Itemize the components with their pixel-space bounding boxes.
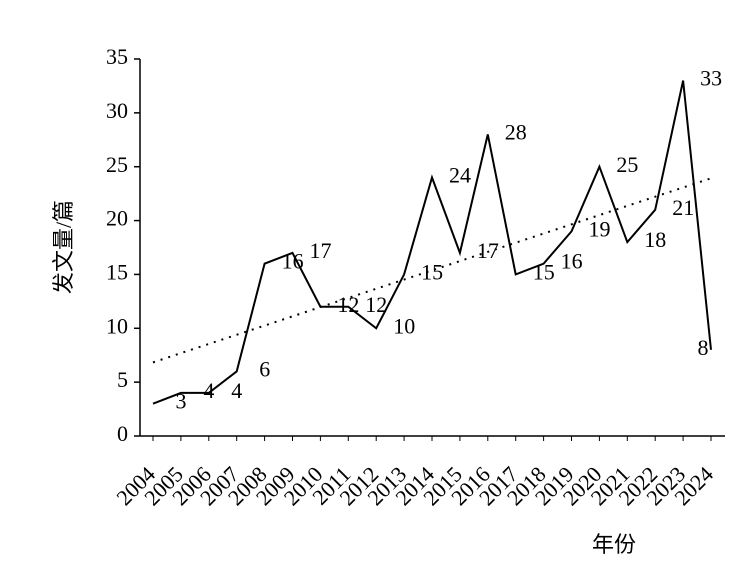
- y-tick-label: 35: [106, 44, 128, 69]
- y-tick-label: 25: [106, 152, 128, 177]
- data-line: [152, 80, 712, 405]
- data-label: 8: [698, 335, 709, 360]
- data-label: 6: [259, 356, 270, 381]
- y-tick-label: 5: [117, 367, 128, 392]
- data-label: 33: [700, 66, 722, 91]
- y-tick-label: 15: [106, 259, 128, 284]
- y-axis-label: 发文量/篇: [51, 200, 76, 294]
- data-label: 17: [310, 238, 332, 263]
- data-label: 4: [231, 378, 242, 403]
- data-label: 18: [644, 227, 666, 252]
- data-label: 16: [282, 249, 304, 274]
- data-label: 15: [421, 259, 443, 284]
- y-tick-label: 0: [117, 421, 128, 446]
- data-label: 17: [477, 238, 499, 263]
- data-label: 3: [176, 389, 187, 414]
- data-label: 25: [616, 152, 638, 177]
- data-label: 15: [533, 259, 555, 284]
- data-label: 16: [561, 249, 583, 274]
- y-tick-label: 20: [106, 206, 128, 231]
- data-label: 10: [393, 313, 415, 338]
- data-label: 12: [365, 292, 387, 317]
- data-label: 19: [589, 216, 611, 241]
- y-tick-label: 30: [106, 98, 128, 123]
- y-tick-label: 10: [106, 313, 128, 338]
- data-label: 24: [449, 163, 471, 188]
- data-label: 4: [203, 378, 214, 403]
- x-axis-label: 年份: [592, 532, 636, 557]
- data-label: 21: [672, 195, 694, 220]
- data-label: 28: [505, 119, 527, 144]
- data-label: 12: [337, 292, 359, 317]
